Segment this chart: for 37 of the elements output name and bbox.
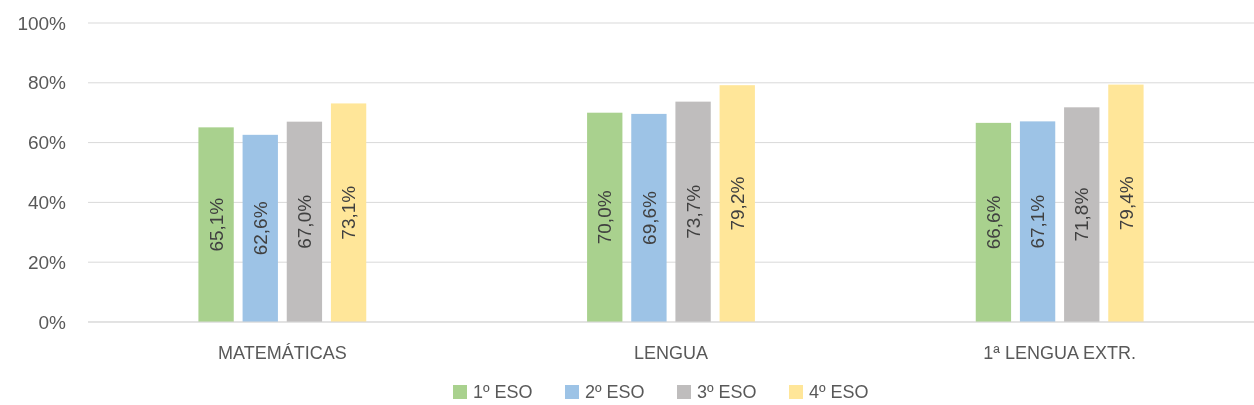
legend-label: 3º ESO: [697, 382, 757, 403]
x-tick-label: 1ª LENGUA EXTR.: [983, 342, 1137, 363]
bar: [719, 85, 755, 322]
data-label: 71,8%: [1071, 187, 1093, 242]
y-tick-label: 80%: [27, 72, 67, 94]
data-label: 73,7%: [682, 184, 704, 239]
bar: [975, 122, 1012, 322]
bar: [1064, 107, 1100, 322]
bar: [1108, 84, 1144, 322]
y-tick-label: 20%: [27, 251, 67, 273]
y-tick-label: 60%: [27, 132, 67, 154]
data-label: 62,6%: [249, 201, 271, 256]
legend-label: 1º ESO: [473, 382, 533, 403]
data-label: 70,0%: [594, 190, 616, 245]
y-tick-label: 100%: [17, 12, 67, 34]
data-label: 79,4%: [1115, 176, 1137, 231]
bar: [587, 112, 623, 322]
data-label: 67,1%: [1027, 194, 1049, 249]
data-label: 65,1%: [205, 197, 227, 252]
y-tick-label: 40%: [27, 191, 67, 213]
x-tick-label: MATEMÁTICAS: [218, 342, 347, 363]
bar: [198, 127, 234, 322]
bar: [330, 103, 367, 322]
data-label: 66,6%: [983, 195, 1005, 250]
bar: [286, 121, 323, 322]
y-tick-label: 0%: [38, 311, 67, 333]
legend-label: 4º ESO: [809, 382, 869, 403]
data-label: 67,0%: [294, 194, 316, 249]
x-tick-label: LENGUA: [633, 342, 709, 363]
data-label: 69,6%: [638, 190, 660, 245]
data-label: 79,2%: [726, 176, 748, 231]
bar: [675, 101, 711, 322]
bar: [631, 113, 667, 322]
bar: [242, 134, 278, 322]
legend-label: 2º ESO: [585, 382, 645, 403]
bar: [1019, 121, 1056, 322]
data-label: 73,1%: [338, 185, 360, 240]
